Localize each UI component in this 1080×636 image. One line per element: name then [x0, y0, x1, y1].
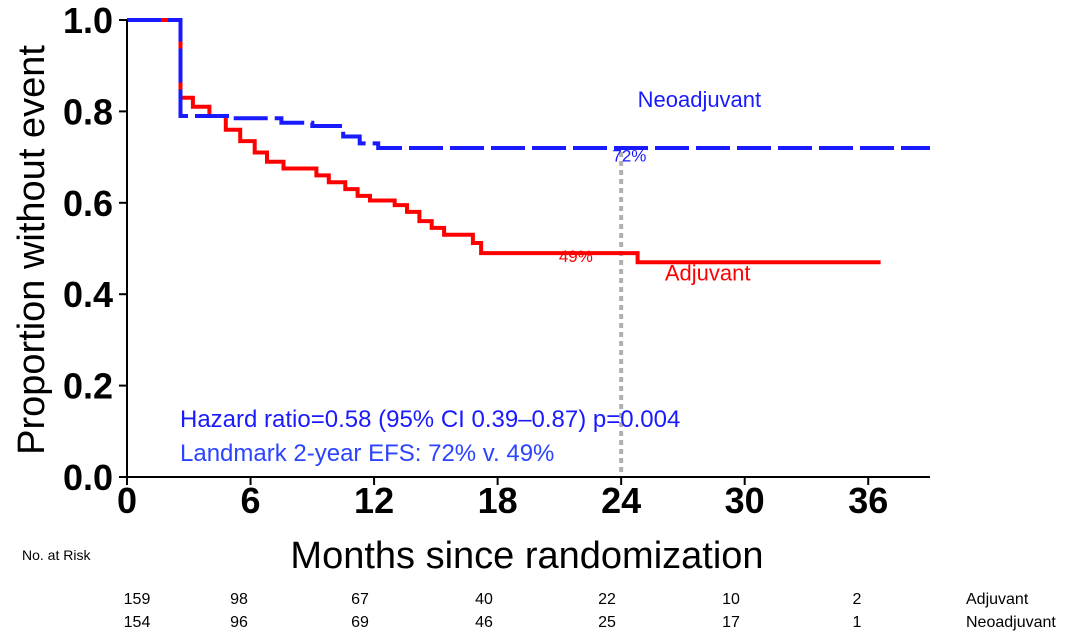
x-tick-label: 12 [354, 480, 394, 521]
annotation-neoadjuvant: Neoadjuvant [638, 87, 762, 112]
risk-table-cell: 22 [598, 591, 616, 608]
annotation-49-percent: 49% [559, 247, 593, 266]
x-tick-label: 6 [241, 480, 261, 521]
annotation-72-percent: 72% [612, 147, 646, 166]
series-line-adjuvant [127, 18, 881, 265]
series-line-neoadjuvant [127, 18, 930, 150]
y-tick-label: 0.4 [63, 274, 113, 315]
risk-table-cell: 69 [351, 614, 369, 631]
annotation-adjuvant: Adjuvant [665, 260, 751, 285]
risk-table-cell: 1 [853, 614, 862, 631]
risk-table-cell: 98 [230, 591, 248, 608]
risk-table-cell: 154 [124, 614, 151, 631]
x-tick-label: 24 [601, 480, 641, 521]
y-tick-label: 0.0 [63, 457, 113, 498]
y-tick-label: 1.0 [63, 0, 113, 41]
landmark-efs-text: Landmark 2-year EFS: 72% v. 49% [180, 440, 554, 467]
risk-table-cell: 17 [722, 614, 740, 631]
risk-table-cell: 159 [124, 591, 151, 608]
risk-table-cell: 2 [853, 591, 862, 608]
risk-table-cell: 46 [475, 614, 493, 631]
y-tick-label: 0.2 [63, 366, 113, 407]
risk-table-row-label: Adjuvant [966, 591, 1029, 608]
x-tick-label: 36 [848, 480, 888, 521]
risk-table-cell: 40 [475, 591, 493, 608]
x-axis-label: Months since randomization [290, 535, 763, 577]
y-axis-label: Proportion without event [11, 45, 53, 455]
risk-table-cell: 25 [598, 614, 616, 631]
x-tick-label: 0 [117, 480, 137, 521]
risk-table-title: No. at Risk [22, 547, 91, 563]
hazard-ratio-text: Hazard ratio=0.58 (95% CI 0.39–0.87) p=0… [180, 406, 680, 433]
y-tick-label: 0.8 [63, 91, 113, 132]
risk-table-cell: 67 [351, 591, 369, 608]
risk-table-cell: 10 [722, 591, 740, 608]
y-tick-label: 0.6 [63, 183, 113, 224]
risk-table-row-label: Neoadjuvant [966, 614, 1056, 631]
x-tick-label: 18 [478, 480, 518, 521]
risk-table-cell: 96 [230, 614, 248, 631]
x-tick-label: 30 [725, 480, 765, 521]
